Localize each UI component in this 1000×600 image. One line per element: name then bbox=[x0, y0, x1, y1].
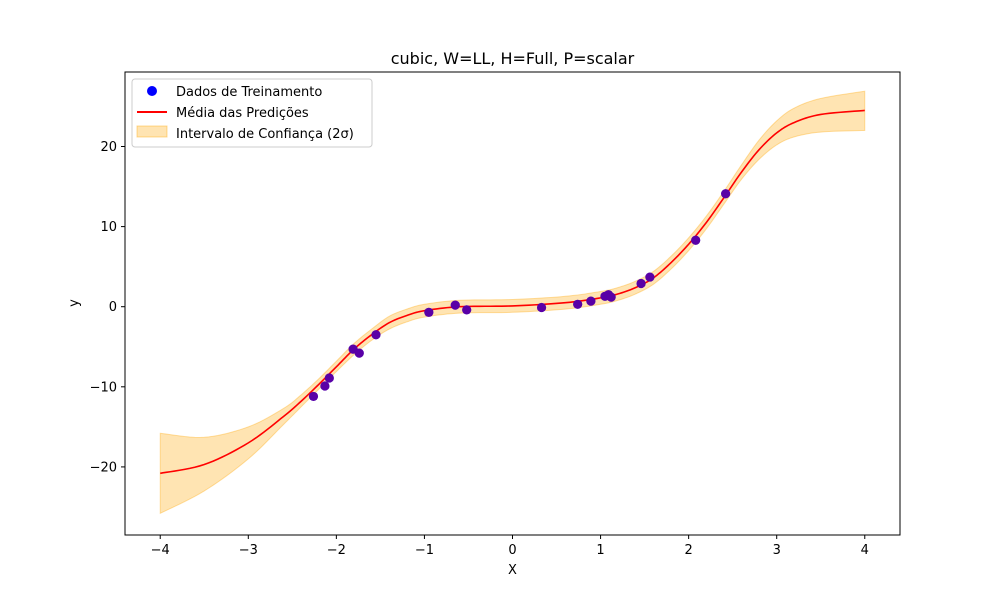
legend-box bbox=[131, 78, 373, 148]
training-point bbox=[424, 307, 434, 317]
x-tick-label: −2 bbox=[327, 543, 346, 558]
legend-marker-training-points bbox=[147, 86, 157, 96]
x-tick-label: 0 bbox=[508, 543, 516, 558]
y-tick-label: −10 bbox=[90, 380, 117, 395]
training-point bbox=[573, 299, 583, 309]
training-points-layer bbox=[308, 189, 731, 402]
training-point-overlay bbox=[721, 189, 731, 199]
x-tick-label: −3 bbox=[239, 543, 258, 558]
x-tick-label: 1 bbox=[596, 543, 604, 558]
legend-marker-confidence-band bbox=[136, 125, 168, 138]
training-point-overlay bbox=[324, 373, 334, 383]
training-point bbox=[721, 189, 731, 199]
training-point-overlay bbox=[320, 381, 330, 391]
x-tick-label: 4 bbox=[861, 543, 869, 558]
training-point-overlay bbox=[586, 296, 596, 306]
legend-label-mean-line: Média das Predições bbox=[176, 106, 309, 121]
training-point-overlay bbox=[606, 292, 616, 302]
y-axis-label: y bbox=[67, 299, 82, 307]
training-point bbox=[586, 296, 596, 306]
training-point bbox=[324, 373, 334, 383]
confidence-band-layer bbox=[159, 90, 866, 515]
x-tick-label: 3 bbox=[773, 543, 781, 558]
x-tick-label: 2 bbox=[684, 543, 692, 558]
training-point-overlay bbox=[354, 348, 364, 358]
training-point-overlay bbox=[371, 330, 381, 340]
training-point bbox=[308, 391, 319, 402]
training-point-overlay bbox=[424, 307, 434, 317]
training-point-overlay bbox=[636, 278, 646, 289]
training-point bbox=[636, 278, 646, 289]
mean-prediction-line bbox=[160, 109, 865, 475]
legend: Dados de Treinamento Média das Predições… bbox=[131, 78, 373, 148]
x-tick-label: −4 bbox=[151, 543, 170, 558]
legend-label-training-points: Dados de Treinamento bbox=[176, 85, 322, 100]
training-point-overlay bbox=[573, 299, 583, 309]
training-point bbox=[691, 235, 701, 245]
training-point bbox=[320, 381, 330, 391]
training-point bbox=[450, 300, 460, 310]
legend-label-confidence-band: Intervalo de Confiança (2σ) bbox=[176, 127, 354, 142]
training-point bbox=[536, 302, 547, 313]
x-tick-label: −1 bbox=[415, 543, 434, 558]
training-point bbox=[606, 292, 616, 302]
y-tick-label: −20 bbox=[90, 460, 117, 475]
training-point-overlay bbox=[536, 302, 547, 313]
training-point bbox=[645, 272, 655, 282]
training-point-overlay bbox=[308, 391, 319, 402]
y-tick-label: 0 bbox=[109, 300, 117, 315]
training-point bbox=[462, 305, 472, 315]
training-point bbox=[354, 348, 364, 358]
x-axis-label: X bbox=[508, 563, 517, 578]
y-axis-ticks: −20 −10 0 10 20 bbox=[90, 140, 125, 475]
training-point-overlay bbox=[691, 235, 701, 245]
training-point-overlay bbox=[450, 300, 460, 310]
training-point-overlay bbox=[645, 272, 655, 282]
chart-title: cubic, W=LL, H=Full, P=scalar bbox=[391, 49, 635, 68]
training-point-overlay bbox=[462, 305, 472, 315]
confidence-band bbox=[159, 90, 866, 515]
mean-line-layer bbox=[160, 109, 865, 475]
training-point bbox=[371, 330, 381, 340]
x-axis-ticks: −4 −3 −2 −1 0 1 2 3 4 bbox=[151, 535, 869, 558]
y-tick-label: 10 bbox=[100, 220, 117, 235]
y-tick-label: 20 bbox=[100, 140, 117, 155]
